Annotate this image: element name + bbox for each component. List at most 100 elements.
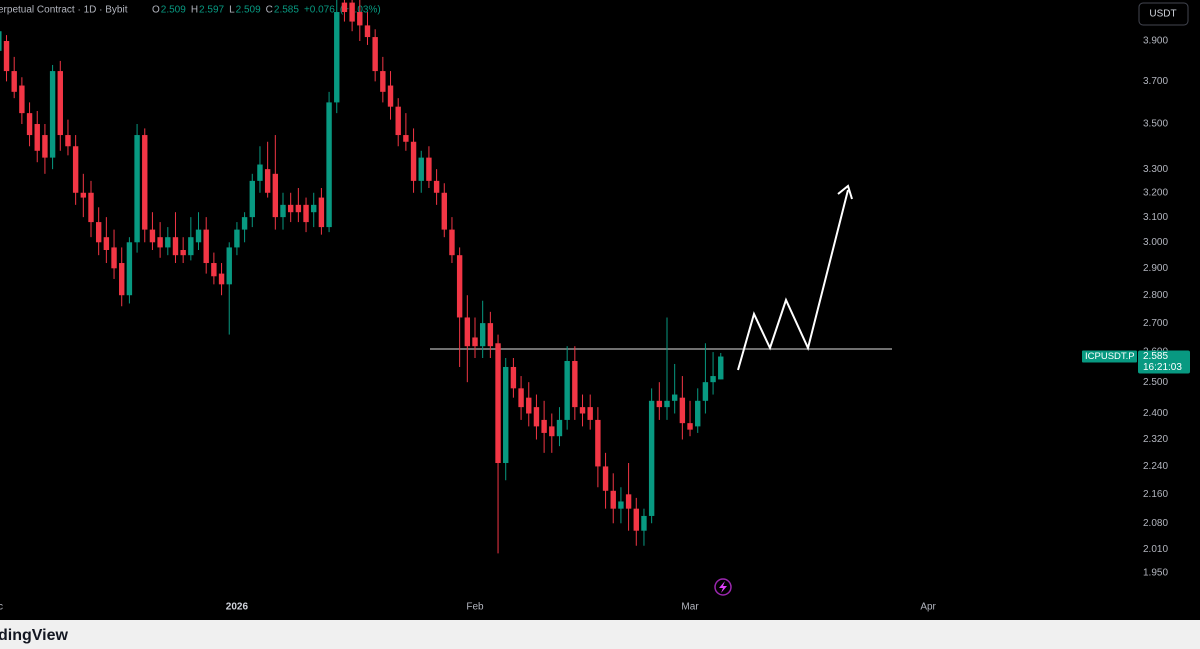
candle-body: [103, 237, 110, 250]
ohlc-letter: O: [152, 5, 160, 16]
candle-body: [671, 394, 678, 401]
candle-body: [587, 407, 593, 420]
ohlc-letter: L: [229, 5, 235, 16]
candle-body: [718, 356, 724, 380]
candle-body: [218, 273, 225, 285]
ohlc-letter: H: [191, 5, 198, 16]
candle-body: [357, 12, 363, 26]
candle-body: [0, 31, 2, 51]
candle-body: [49, 71, 56, 158]
background: [0, 0, 1200, 620]
candle-body: [595, 419, 601, 467]
candle-body: [180, 249, 186, 256]
candle-body: [695, 400, 701, 427]
candle-body: [472, 337, 478, 347]
candle-body: [503, 366, 509, 464]
candle-body: [287, 204, 294, 213]
price-label-bg: [1138, 350, 1190, 374]
candle-body: [249, 180, 255, 218]
candle-body: [403, 135, 409, 142]
ohlc-value: 2.597: [199, 5, 224, 16]
currency-button-text[interactable]: USDT: [1149, 9, 1176, 20]
candle-body: [57, 71, 63, 136]
candle-body: [334, 12, 340, 103]
candle-body: [610, 490, 616, 509]
candle-body: [518, 388, 524, 408]
candle-body: [165, 237, 171, 248]
candle-body: [495, 343, 501, 464]
y-tick-label: 3.100: [1143, 212, 1168, 223]
candle-body: [664, 400, 670, 408]
candle-body: [633, 508, 639, 531]
candle-body: [549, 426, 555, 437]
event-icon[interactable]: [714, 578, 732, 596]
candle-body: [3, 40, 10, 72]
candle-body: [234, 229, 240, 248]
candle-body: [418, 157, 424, 181]
candle-body: [656, 400, 663, 408]
y-tick-label: 2.240: [1143, 461, 1168, 472]
plot: 3.900 3.700 3.500 3.300 3.200 3.100 3.000 2.900…: [0, 0, 1168, 613]
candle-body: [195, 229, 202, 243]
candle-body: [157, 237, 163, 248]
y-tick-label: 2.800: [1143, 290, 1168, 301]
candle-body: [126, 242, 133, 296]
footer-bar: [0, 620, 1200, 649]
symbol-label-bg: [1082, 350, 1137, 363]
candle-body: [456, 255, 463, 318]
candle-body: [572, 360, 578, 408]
symbol-label: ICPUSDT.P: [1085, 351, 1135, 362]
candle-body: [380, 71, 386, 92]
candle-body: [88, 192, 94, 223]
candle-body: [211, 263, 217, 277]
candle-body: [349, 2, 355, 22]
candle-body: [679, 397, 686, 424]
candle-body: [364, 25, 371, 38]
candle-body: [149, 229, 156, 243]
candle-body: [510, 366, 517, 389]
arrow-head: [837, 184, 853, 200]
y-tick-label: 2.700: [1143, 318, 1168, 329]
candle-body: [295, 204, 302, 213]
candle-body: [241, 217, 248, 230]
candle-body: [526, 397, 532, 414]
candle-body: [26, 113, 33, 136]
candle-body: [618, 501, 624, 509]
currency-button[interactable]: [1138, 2, 1189, 26]
y-tick-label: 3.300: [1143, 164, 1168, 175]
y-tick-label: 2.900: [1143, 263, 1168, 274]
candle-body: [426, 157, 432, 181]
candle-body: [433, 180, 440, 193]
path-drawing: [737, 189, 849, 371]
candle-body: [387, 85, 394, 107]
candle-body: [119, 263, 125, 296]
candle-body: [648, 400, 655, 516]
legend-text: erpetual Contract · 1D · Bybit: [0, 5, 128, 16]
candle-body: [410, 141, 417, 181]
watermark: dingView: [0, 627, 68, 644]
candle-body: [395, 106, 401, 136]
x-tick-label: Feb: [466, 602, 484, 613]
candle-body: [533, 407, 540, 427]
candle-body: [541, 419, 547, 433]
x-tick-label: Mar: [681, 602, 699, 613]
ohlc-letter: C: [266, 5, 273, 16]
candle-body: [42, 135, 48, 158]
candle-body: [264, 169, 271, 193]
candle-body: [441, 192, 447, 230]
y-tick-label: 2.010: [1143, 544, 1168, 555]
y-tick-label: 3.500: [1143, 119, 1168, 130]
candle-body: [203, 229, 209, 264]
candle-body: [188, 237, 194, 256]
event-icon-bolt[interactable]: [719, 581, 727, 593]
ohlc-value: 2.509: [161, 5, 186, 16]
x-tick-label: c: [0, 602, 3, 613]
candle-body: [326, 102, 332, 228]
x-tick-label: Apr: [920, 602, 936, 613]
candle-body: [95, 222, 102, 243]
candle-body: [625, 494, 632, 509]
candle-body: [111, 247, 117, 269]
candle-body: [34, 124, 40, 151]
candle-body: [142, 135, 148, 230]
